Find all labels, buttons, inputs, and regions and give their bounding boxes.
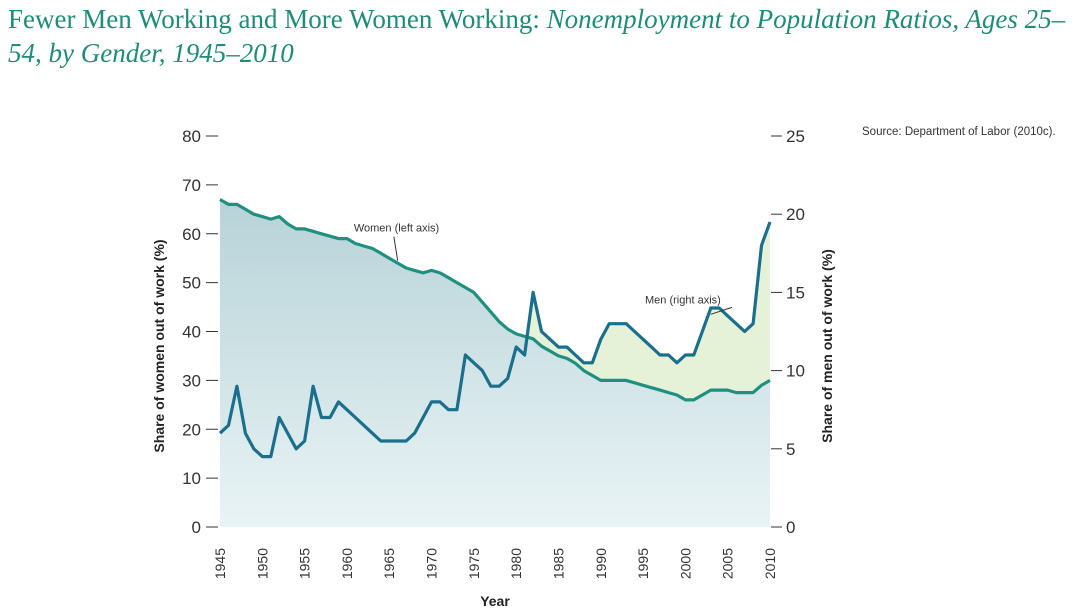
x-tick-label: 1990 xyxy=(593,548,609,579)
y-left-axis-label: Share of women out of work (%) xyxy=(151,239,167,452)
x-tick-label: 1980 xyxy=(508,548,524,579)
x-tick-label: 2010 xyxy=(762,548,778,579)
y-right-tick-label: 10 xyxy=(786,362,805,381)
y-left-tick-label: 70 xyxy=(182,176,201,195)
men-annotation: Men (right axis) xyxy=(645,294,721,306)
label-layer: Year Share of women out of work (%) Share … xyxy=(151,223,835,609)
x-tick-label: 1970 xyxy=(424,548,440,579)
men-annotation-leader xyxy=(710,306,733,315)
title-main: Fewer Men Working and More Women Working… xyxy=(8,4,547,34)
x-tick-label: 2005 xyxy=(720,548,736,579)
source-note: Source: Department of Labor (2010c). xyxy=(862,126,1056,138)
x-tick-label: 1960 xyxy=(339,548,355,579)
chart-title: Fewer Men Working and More Women Working… xyxy=(8,2,1068,70)
axis-layer: 0 10 20 30 40 50 60 70 80 0 5 10 15 20 25 1945 1950 1955 1… xyxy=(182,127,805,579)
y-right-axis-label: Share of men out of work (%) xyxy=(819,249,835,443)
y-right-tick-label: 20 xyxy=(786,205,805,224)
y-right-tick-label: 0 xyxy=(786,518,795,537)
x-tick-label: 1950 xyxy=(254,548,270,579)
y-left-tick-label: 40 xyxy=(182,323,201,342)
x-tick-label: 1975 xyxy=(466,548,482,579)
x-tick-label: 1955 xyxy=(297,548,313,579)
women-series-line xyxy=(219,198,771,402)
women-annotation-leader xyxy=(393,236,399,261)
title-subtitle: Nonemployment to Population Ratios, Ages… xyxy=(8,4,1066,68)
y-right-tick-label: 25 xyxy=(786,127,805,146)
y-left-tick-label: 80 xyxy=(182,127,201,146)
y-left-tick-label: 10 xyxy=(182,469,201,488)
y-left-tick-label: 50 xyxy=(182,274,201,293)
x-axis-label: Year xyxy=(480,593,510,609)
women-annotation: Women (left axis) xyxy=(354,223,439,235)
x-tick-label: 1945 xyxy=(212,548,228,579)
x-tick-label: 1995 xyxy=(635,548,651,579)
y-left-tick-label: 30 xyxy=(182,371,201,390)
x-tick-label: 1985 xyxy=(550,548,566,579)
line-layer xyxy=(218,198,772,459)
x-tick-label: 2000 xyxy=(677,548,693,579)
y-left-tick-label: 20 xyxy=(182,420,201,439)
men-series-line xyxy=(218,221,772,459)
y-left-tick-label: 0 xyxy=(192,518,201,537)
y-left-tick-label: 60 xyxy=(182,225,201,244)
y-right-tick-label: 5 xyxy=(786,440,795,459)
area-layer xyxy=(220,199,770,527)
x-tick-label: 1965 xyxy=(381,548,397,579)
y-right-tick-label: 15 xyxy=(786,283,805,302)
women-area-fill xyxy=(220,199,770,527)
